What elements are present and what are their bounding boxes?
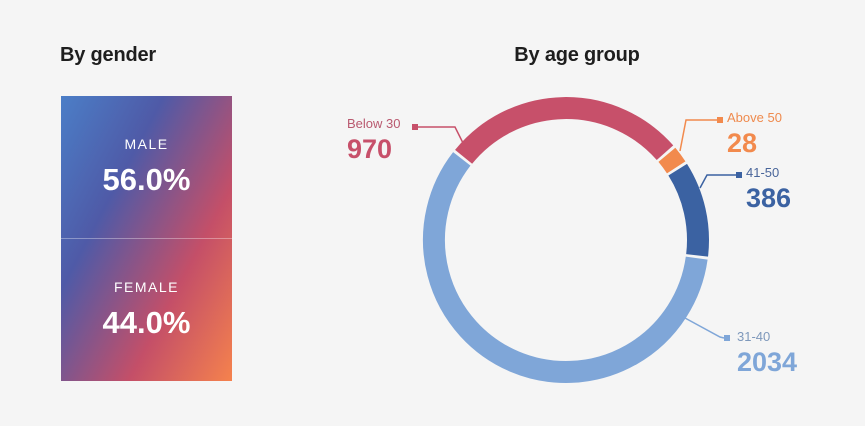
donut-segment-below-30 (455, 97, 674, 164)
marker-41-50 (736, 172, 742, 178)
callout-41-50: 41-50 386 (746, 165, 791, 212)
leader-line-41-50 (699, 174, 736, 189)
marker-above-50 (717, 117, 723, 123)
callout-value: 28 (727, 128, 758, 158)
callout-label: Above 50 (727, 110, 782, 125)
callout-label: 41-50 (746, 165, 780, 180)
donut-segment-41-50 (668, 163, 709, 257)
donut-segment-31-40 (422, 152, 708, 383)
callout-value: 2034 (737, 347, 798, 377)
callout-label: Below 30 (347, 116, 401, 131)
callout-value: 970 (347, 134, 393, 164)
leader-line-31-40 (684, 317, 725, 339)
gender-panel: MALE 56.0% FEMALE 44.0% (61, 96, 232, 381)
callout-label: 31-40 (737, 329, 771, 344)
callout-above-50: Above 50 28 (727, 110, 782, 157)
age-section-title: By age group (514, 44, 640, 66)
marker-below-30 (412, 124, 418, 130)
callout-value: 386 (746, 183, 792, 213)
male-percentage: 56.0% (102, 162, 191, 197)
female-label: FEMALE (113, 279, 179, 295)
gender-section-title: By gender (60, 44, 157, 66)
male-label: MALE (124, 136, 169, 152)
female-card: FEMALE 44.0% (61, 239, 232, 381)
male-card: MALE 56.0% (61, 96, 232, 239)
callout-31-40: 31-40 2034 (737, 329, 797, 376)
female-percentage: 44.0% (102, 305, 191, 340)
leader-line-below-30 (418, 126, 466, 148)
donut-segment-above-50 (658, 147, 686, 174)
leader-line-above-50 (679, 119, 717, 152)
marker-31-40 (724, 335, 730, 341)
callout-below-30: Below 30 970 (347, 116, 400, 163)
